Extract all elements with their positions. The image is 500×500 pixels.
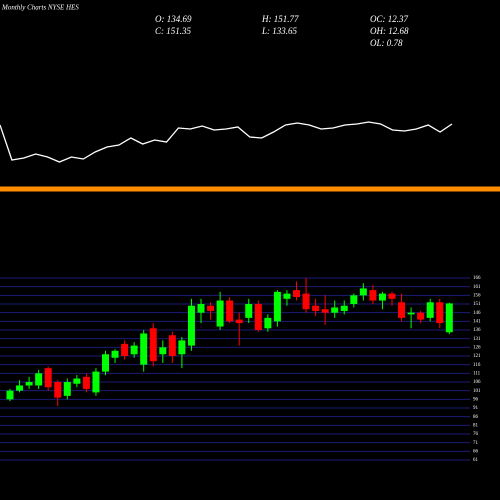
candle-body [16, 385, 24, 391]
candle-body [159, 347, 167, 355]
candle-body [82, 376, 90, 389]
y-tick-label: 86 [473, 415, 479, 420]
candle-body [359, 288, 367, 296]
candle-body [369, 290, 377, 301]
y-tick-label: 61 [473, 458, 479, 463]
candle-body [149, 328, 157, 362]
candle-body [207, 305, 215, 311]
stat: OL: 0.78 [370, 38, 403, 48]
candle-body [102, 354, 109, 372]
y-tick-label: 96 [473, 397, 479, 402]
stat: OC: 12.37 [370, 14, 408, 24]
candle-body [6, 390, 14, 400]
candle-body [445, 303, 453, 333]
candle-body [111, 350, 119, 358]
candle-body [54, 382, 62, 398]
y-tick-label: 126 [473, 345, 481, 350]
candle-body [197, 304, 205, 313]
stat: C: 151.35 [155, 26, 192, 36]
candle-body [302, 293, 310, 310]
candle-body [63, 382, 71, 396]
candle-body [130, 345, 138, 355]
candle-body [187, 305, 195, 346]
y-tick-label: 71 [473, 441, 479, 446]
stat: L: 133.65 [261, 26, 298, 36]
candle-body [245, 304, 253, 318]
candle-body [140, 333, 148, 365]
candle-body [321, 309, 329, 313]
candle-body [350, 295, 358, 304]
y-tick-label: 106 [473, 380, 481, 385]
y-tick-label: 136 [473, 328, 481, 333]
stat: O: 134.69 [155, 14, 192, 24]
candle-body [216, 300, 224, 327]
candle-body [121, 343, 129, 356]
candle-body [388, 293, 396, 299]
indicator-line [0, 121, 453, 163]
chart-title: Monthly Charts NYSE HES [1, 4, 79, 12]
y-tick-label: 116 [473, 363, 481, 368]
stat: OH: 12.68 [370, 26, 409, 36]
candle-body [235, 319, 243, 324]
candle-body [378, 293, 386, 301]
candle-body [331, 307, 339, 313]
candle-body [417, 312, 425, 320]
candle-body [92, 371, 100, 393]
y-tick-label: 151 [473, 302, 481, 307]
y-tick-label: 121 [473, 354, 481, 359]
candle-body [226, 300, 234, 322]
y-tick-label: 91 [473, 406, 479, 411]
y-tick-label: 131 [473, 337, 481, 342]
candle-body [293, 290, 300, 298]
candle-body [312, 305, 320, 311]
y-tick-label: 156 [473, 293, 481, 298]
candle-body [168, 335, 176, 356]
candle-body [283, 293, 291, 299]
y-tick-label: 66 [473, 449, 479, 454]
y-tick-label: 76 [473, 432, 479, 437]
y-tick-label: 111 [473, 371, 481, 376]
y-tick-label: 146 [473, 311, 481, 316]
y-tick-label: 81 [473, 423, 479, 428]
y-tick-label: 166 [473, 276, 481, 281]
candle-body [407, 312, 415, 315]
candle-body [426, 302, 434, 318]
candle-body [340, 305, 348, 311]
y-tick-label: 141 [473, 319, 481, 324]
y-tick-label: 101 [473, 389, 481, 394]
candle-body [178, 340, 186, 355]
candle-body [73, 378, 81, 384]
stat: H: 151.77 [261, 14, 299, 24]
candle-body [264, 317, 272, 329]
candle-body [35, 373, 43, 386]
candle-body [44, 368, 52, 388]
candle-body [254, 304, 262, 330]
y-tick-label: 161 [473, 285, 481, 290]
candle-body [273, 291, 281, 322]
candle-body [436, 302, 444, 324]
candle-body [25, 382, 33, 386]
candle-body [398, 302, 406, 318]
